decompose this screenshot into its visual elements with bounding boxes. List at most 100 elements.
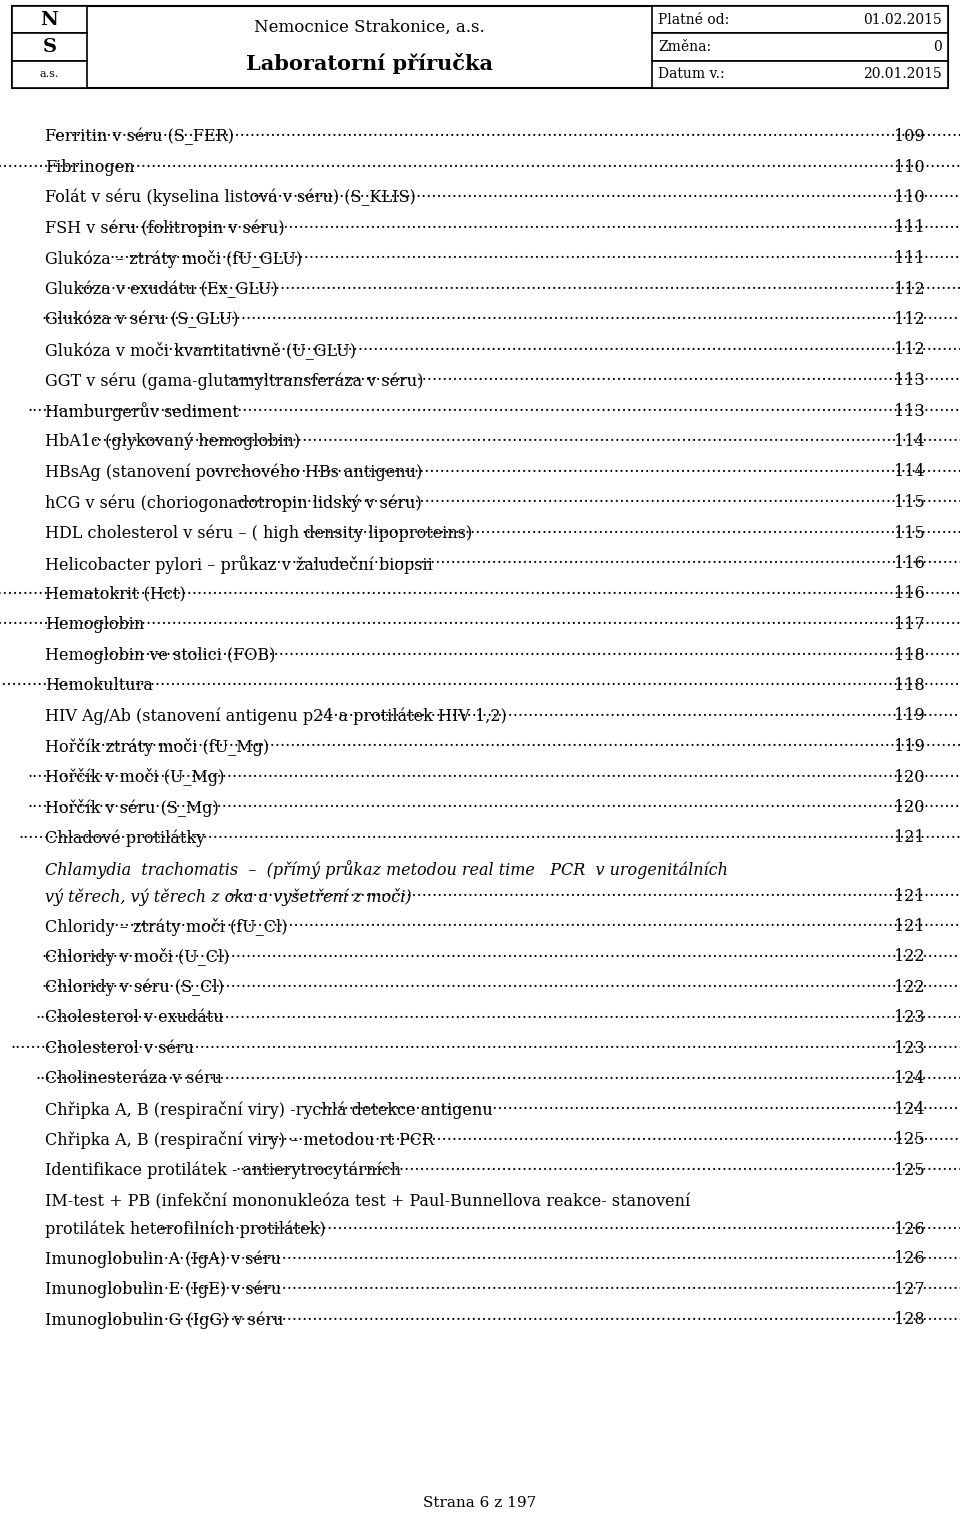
Text: Chloridy v séru (S_Cl): Chloridy v séru (S_Cl) [45,979,224,996]
Text: ................................................................................: ........................................… [228,884,960,901]
Text: ................................................................................: ........................................… [252,184,960,201]
Text: ................................................................................: ........................................… [0,611,960,628]
Text: Datum v.:: Datum v.: [658,67,725,81]
Text: ................................................................................: ........................................… [235,489,960,506]
Text: 116: 116 [895,555,925,571]
Text: 122: 122 [895,979,925,996]
Text: 126: 126 [895,1221,925,1238]
Text: Hemoglobin ve stolici (FOB): Hemoglobin ve stolici (FOB) [45,647,276,663]
Text: 121: 121 [895,829,925,847]
Text: Imunoglobulin E (IgE) v séru: Imunoglobulin E (IgE) v séru [45,1281,281,1299]
Text: ................................................................................: ........................................… [301,519,960,536]
Text: Hořčík v moči (U_Mg): Hořčík v moči (U_Mg) [45,769,225,786]
Bar [652,34,948,61]
Text: ................................................................................: ........................................… [10,1036,960,1052]
Text: 112: 112 [895,342,925,358]
Text: ................................................................................: ........................................… [36,1066,960,1083]
Text: ................................................................................: ........................................… [110,214,960,231]
Text: Platné od:: Platné od: [658,12,730,26]
Text: 113: 113 [895,403,925,420]
Text: 124: 124 [895,1071,925,1088]
Text: ................................................................................: ........................................… [27,398,960,415]
Text: Chlamydia  trachomatis  –  (přímý průkaz metodou real time   PCR  v urogenitální: Chlamydia trachomatis – (přímý průkaz me… [45,859,728,879]
Text: 118: 118 [895,647,925,663]
Text: 121: 121 [895,918,925,935]
Text: ................................................................................: ........................................… [158,1216,960,1233]
Text: ................................................................................: ........................................… [36,1005,960,1022]
Text: Cholesterol v exudátu: Cholesterol v exudátu [45,1010,224,1026]
Text: ................................................................................: ........................................… [0,581,960,597]
Text: 114: 114 [895,434,925,450]
Text: ................................................................................: ........................................… [84,642,960,659]
Text: Laboratorní příručka: Laboratorní příručka [246,54,493,74]
Text: 123: 123 [895,1040,925,1057]
Text: Identifikace protilátek - antierytrocytárních: Identifikace protilátek - antierytrocytá… [45,1161,401,1180]
Text: Hořčík v séru (S_Mg): Hořčík v séru (S_Mg) [45,800,219,817]
Text: Glukóza v exudátu (Ex_GLU): Glukóza v exudátu (Ex_GLU) [45,280,277,297]
Text: 122: 122 [895,948,925,965]
Text: ................................................................................: ........................................… [93,1276,960,1293]
Text: Chladové protilátky: Chladové protilátky [45,829,205,847]
Text: ................................................................................: ........................................… [50,123,960,141]
Text: ................................................................................: ........................................… [110,913,960,930]
Text: ................................................................................: ........................................… [261,550,960,567]
Text: Glukóza v séru (S_GLU): Glukóza v séru (S_GLU) [45,311,238,328]
Text: IM-test + PB (infekční mononukleóza test + Paul-Bunnellova reakce- stanovení: IM-test + PB (infekční mononukleóza test… [45,1192,690,1209]
Text: Chloridy – ztráty moči (fU_Cl): Chloridy – ztráty moči (fU_Cl) [45,918,287,936]
Text: FSH v séru (folitropin v séru): FSH v séru (folitropin v séru) [45,219,284,237]
Text: ................................................................................: ........................................… [18,824,960,841]
Text: N: N [40,11,59,29]
Text: Hemokultura: Hemokultura [45,677,153,694]
Text: 116: 116 [895,585,925,602]
Text: ................................................................................: ........................................… [0,673,960,689]
Text: 119: 119 [895,708,925,725]
Text: hCG v séru (choriogonadotropin lidský v séru): hCG v séru (choriogonadotropin lidský v … [45,493,421,512]
Text: Chřipka A, B (respirační viry) – metodou rt PCR: Chřipka A, B (respirační viry) – metodou… [45,1132,434,1149]
Text: GGT v séru (gama-glutamyltransferáza v séru): GGT v séru (gama-glutamyltransferáza v s… [45,372,423,389]
Bar [652,61,948,87]
Text: ................................................................................: ........................................… [93,429,960,446]
Text: 117: 117 [895,616,925,633]
Text: Imunoglobulin G (IgG) v séru: Imunoglobulin G (IgG) v séru [45,1311,283,1328]
Text: ................................................................................: ........................................… [319,703,960,720]
Text: 20.01.2015: 20.01.2015 [863,67,942,81]
Text: 109: 109 [895,129,925,146]
Text: Strana 6 z 197: Strana 6 z 197 [423,1497,537,1511]
Text: ................................................................................: ........................................… [93,1246,960,1262]
Text: 112: 112 [895,280,925,297]
Text: ................................................................................: ........................................… [93,1307,960,1324]
Text: Glukóza – ztráty moči (fU_GLU): Glukóza – ztráty moči (fU_GLU) [45,250,302,268]
Text: HIV Ag/Ab (stanovení antigenu p24 a protilátek HIV 1,2): HIV Ag/Ab (stanovení antigenu p24 a prot… [45,708,507,725]
Text: Cholinesteráza v séru: Cholinesteráza v séru [45,1071,222,1088]
Text: ................................................................................: ........................................… [110,245,960,262]
Text: 115: 115 [895,493,925,512]
Text: ................................................................................: ........................................… [0,153,960,170]
Bar [12,6,948,87]
Text: 126: 126 [895,1250,925,1267]
Text: 123: 123 [895,1010,925,1026]
Bar [12,61,87,87]
Text: ................................................................................: ........................................… [210,458,960,476]
Text: 125: 125 [895,1161,925,1180]
Text: ................................................................................: ........................................… [252,1126,960,1144]
Text: 118: 118 [895,677,925,694]
Text: 111: 111 [895,250,925,267]
Text: ................................................................................: ........................................… [235,1157,960,1174]
Text: Změna:: Změna: [658,40,711,54]
Bar [12,6,87,34]
Text: Chřipka A, B (respirační viry) -rychlá detekce antigenu: Chřipka A, B (respirační viry) -rychlá d… [45,1102,492,1118]
Text: 112: 112 [895,311,925,328]
Text: Helicobacter pylori – průkaz v žaludeční biopsii: Helicobacter pylori – průkaz v žaludeční… [45,555,433,574]
Text: Fibrinogen: Fibrinogen [45,158,134,176]
Text: 120: 120 [895,769,925,786]
Text: protilátek heterofilních protilátek): protilátek heterofilních protilátek) [45,1221,325,1238]
Text: 124: 124 [895,1102,925,1118]
Text: 01.02.2015: 01.02.2015 [863,12,942,26]
Text: Chloridy v moči (U_Cl): Chloridy v moči (U_Cl) [45,948,229,967]
Text: Hematokrit (Hct): Hematokrit (Hct) [45,585,185,602]
Text: 115: 115 [895,524,925,541]
Text: Hořčík ztráty moči (fU_Mg): Hořčík ztráty moči (fU_Mg) [45,738,269,755]
Text: ................................................................................: ........................................… [76,734,960,751]
Text: 127: 127 [895,1281,925,1298]
Text: 0: 0 [933,40,942,54]
